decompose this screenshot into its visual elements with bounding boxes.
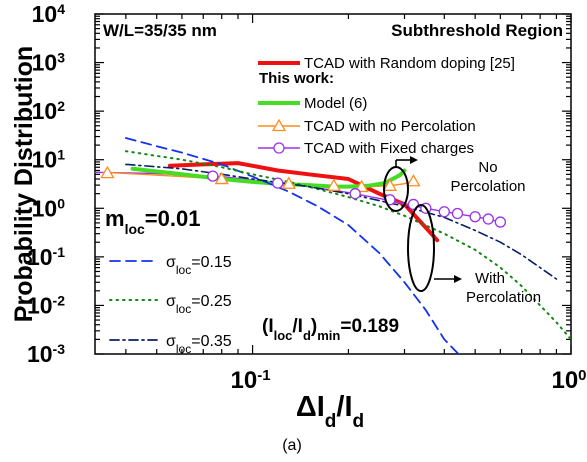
circle-marker [495,217,505,227]
no-percolation-label: Percolation [450,178,525,195]
with-percolation-label: Percolation [466,289,541,306]
with-percolation-label: With [475,270,505,287]
legend-marker [274,143,284,153]
region-annotation: Subthreshold Region [391,21,563,40]
legend-label: TCAD with Random doping [25] [304,55,515,72]
x-tick-label: 10-1 [231,367,271,395]
circle-marker [470,212,480,222]
circle-marker [350,189,360,199]
circle-marker [273,178,283,188]
this-work-label: This work: [259,70,334,87]
legend-label: Model (6) [304,95,367,112]
circle-marker [439,207,449,217]
x-axis-title: ΔId/Id [296,391,364,432]
y-tick-label: 10-3 [27,341,65,367]
y-tick-label: 104 [32,1,66,27]
circle-marker [452,209,462,219]
figure-caption: (a) [282,437,302,454]
no-percolation-label: No [478,159,497,176]
legend-label: TCAD with Fixed charges [304,140,474,157]
x-tick-label: 100 [551,367,586,395]
circle-marker [208,171,218,181]
legend-label: TCAD with no Percolation [304,118,476,135]
device-annotation: W/L=35/35 nm [103,21,217,40]
y-axis-title: Probability Distribution [10,46,38,322]
circle-marker [483,214,493,224]
